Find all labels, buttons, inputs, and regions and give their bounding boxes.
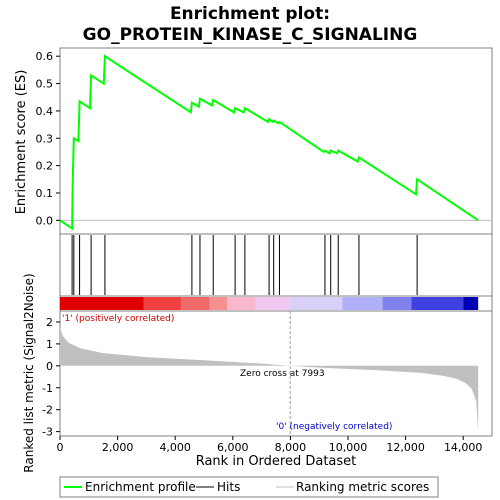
positive-label: '1' (positively correlated) — [62, 314, 174, 324]
metric-y-ticks: 2 1 0 -1 -2 -3 — [42, 316, 60, 439]
es-y-tick-label: 0.4 — [36, 105, 54, 118]
es-y-tick-label: 0.0 — [36, 214, 54, 227]
hits-panel-frame — [60, 234, 492, 296]
x-tick-label: 10,000 — [329, 441, 368, 454]
ranking-bar-segment — [463, 297, 478, 310]
es-y-ticks: 0.0 0.1 0.2 0.3 0.4 0.5 0.6 — [36, 50, 61, 227]
x-tick-label: 14,000 — [444, 441, 483, 454]
metric-y-axis-label: Ranked list metric (Signal2Noise) — [22, 273, 36, 472]
ranking-bar-segment — [290, 297, 342, 310]
x-tick-label: 4,000 — [159, 441, 191, 454]
x-axis-label: Rank in Ordered Dataset — [196, 454, 357, 469]
chart-title-line-2: GO_PROTEIN_KINASE_C_SIGNALING — [83, 25, 418, 45]
legend-label-enrichment: Enrichment profile — [85, 480, 196, 494]
es-y-axis-label: Enrichment score (ES) — [14, 70, 29, 215]
legend-label-metric: Ranking metric scores — [296, 480, 429, 494]
x-tick-label: 6,000 — [217, 441, 249, 454]
ranking-bar-segment — [342, 297, 382, 310]
ranking-bar-segment — [227, 297, 256, 310]
ranking-bar-segment — [181, 297, 210, 310]
metric-y-tick-label: -2 — [42, 404, 53, 417]
es-y-tick-label: 0.1 — [36, 187, 54, 200]
ranking-bar-segment — [411, 297, 463, 310]
ranking-bar-segment — [256, 297, 291, 310]
ranking-bar-segment — [383, 297, 412, 310]
chart-title-line-1: Enrichment plot: — [170, 4, 330, 24]
legend-label-hits: Hits — [217, 480, 240, 494]
x-tick-label: 12,000 — [386, 441, 425, 454]
es-panel-frame — [60, 48, 492, 234]
x-axis-ticks: 0 2,000 4,000 6,000 8,000 10,000 12,000 14,000 — [57, 436, 483, 454]
x-tick-label: 2,000 — [102, 441, 134, 454]
ranking-color-bar — [60, 297, 478, 310]
metric-y-tick-label: -1 — [42, 382, 53, 395]
es-y-tick-label: 0.3 — [36, 132, 54, 145]
ranking-bar-segment — [210, 297, 227, 310]
es-y-tick-label: 0.6 — [36, 50, 54, 63]
ranking-bar-segment — [144, 297, 181, 310]
es-y-tick-label: 0.2 — [36, 160, 54, 173]
negative-label: '0' (negatively correlated) — [276, 422, 392, 432]
metric-y-tick-label: 2 — [46, 316, 53, 329]
zero-cross-label: Zero cross at 7993 — [240, 369, 325, 379]
es-y-tick-label: 0.5 — [36, 78, 54, 91]
x-tick-label: 0 — [57, 441, 64, 454]
x-tick-label: 8,000 — [275, 441, 307, 454]
metric-y-tick-label: -3 — [42, 426, 53, 439]
metric-y-tick-label: 0 — [46, 360, 53, 373]
metric-y-tick-label: 1 — [46, 338, 53, 351]
ranking-bar-segment — [60, 297, 144, 310]
